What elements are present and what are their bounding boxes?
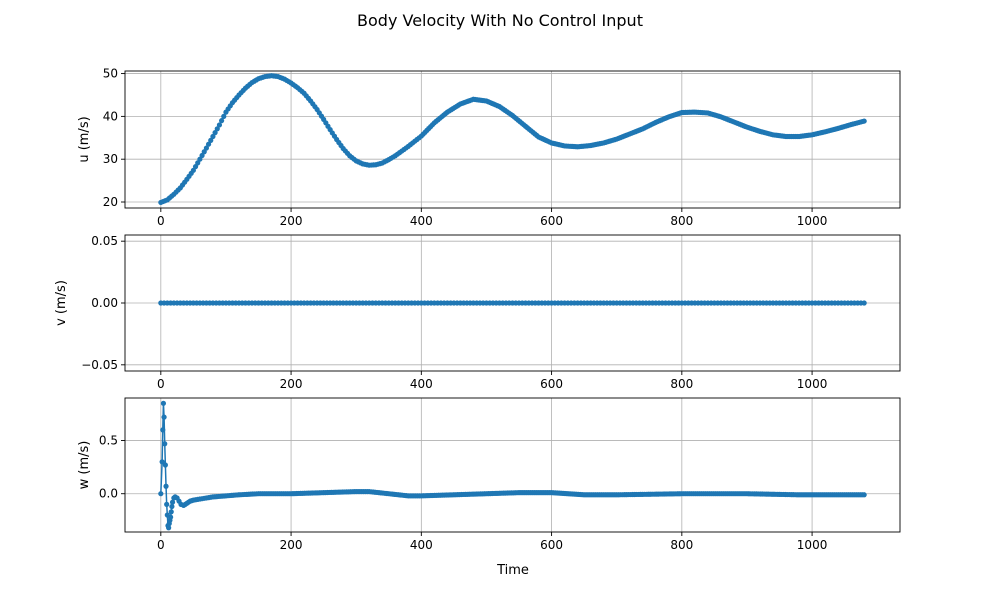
data-point bbox=[161, 414, 167, 420]
data-point bbox=[214, 126, 220, 132]
data-point bbox=[158, 491, 164, 497]
axes-frame bbox=[124, 70, 901, 209]
data-point bbox=[169, 499, 176, 505]
x-tick-label: 0 bbox=[157, 538, 165, 552]
data-point bbox=[169, 503, 175, 510]
subplot-1: 0 200 400 600 800 1000 20 30 40 50 u (m/s) bbox=[77, 67, 901, 228]
data-point bbox=[160, 427, 166, 433]
x-tick-label: 1000 bbox=[797, 538, 828, 552]
x-tick-label: 200 bbox=[280, 538, 303, 552]
y-axis-label: u (m/s) bbox=[77, 116, 92, 162]
data-point bbox=[219, 118, 225, 124]
x-tick-label: 0 bbox=[157, 377, 165, 391]
subplot-3: 0 200 400 600 800 1000 0.0 0.5 w (m/s) bbox=[77, 397, 901, 552]
data-point bbox=[162, 462, 168, 468]
x-axis-label: Time bbox=[496, 563, 529, 578]
data-point bbox=[212, 130, 218, 136]
x-tick-label: 800 bbox=[670, 538, 693, 552]
subplot-2: 0 200 400 600 800 1000 −0.05 0.00 0.05 v (m/s) bbox=[54, 234, 901, 391]
data-point bbox=[164, 501, 170, 507]
y-tick-label: 20 bbox=[103, 195, 118, 209]
y-tick-label: 30 bbox=[103, 152, 118, 166]
x-tick-label: 800 bbox=[670, 214, 693, 228]
data-point bbox=[163, 483, 169, 489]
data-point bbox=[160, 400, 167, 406]
data-point bbox=[167, 514, 174, 520]
x-tick-label: 400 bbox=[410, 214, 433, 228]
data-point bbox=[210, 133, 216, 140]
y-axis-label: v (m/s) bbox=[54, 280, 69, 326]
x-tick-label: 0 bbox=[157, 214, 165, 228]
y-tick-label: 0.0 bbox=[99, 487, 118, 501]
data-point bbox=[208, 137, 214, 143]
data-point bbox=[216, 122, 223, 128]
data-point bbox=[168, 509, 174, 515]
x-tick-label: 200 bbox=[280, 214, 303, 228]
x-tick-label: 600 bbox=[540, 214, 563, 228]
x-tick-label: 1000 bbox=[797, 214, 828, 228]
y-tick-label: 40 bbox=[103, 109, 118, 123]
x-tick-label: 400 bbox=[410, 377, 433, 391]
x-tick-label: 800 bbox=[670, 377, 693, 391]
y-axis-label: w (m/s) bbox=[77, 441, 92, 490]
data-point bbox=[166, 525, 172, 531]
x-tick-label: 600 bbox=[540, 538, 563, 552]
data-point bbox=[203, 145, 210, 151]
y-tick-label: −0.05 bbox=[81, 358, 118, 372]
x-tick-label: 400 bbox=[410, 538, 433, 552]
data-point bbox=[221, 113, 227, 119]
y-tick-label: 0.05 bbox=[91, 234, 118, 248]
data-point bbox=[861, 492, 867, 498]
figure-title: Body Velocity With No Control Input bbox=[357, 11, 643, 30]
x-tick-label: 1000 bbox=[797, 377, 828, 391]
y-tick-label: 0.5 bbox=[99, 434, 118, 448]
data-point bbox=[205, 141, 212, 147]
y-tick-label: 50 bbox=[103, 67, 118, 81]
x-tick-label: 200 bbox=[280, 377, 303, 391]
axes-frame bbox=[124, 397, 901, 533]
x-tick-label: 600 bbox=[540, 377, 563, 391]
data-point bbox=[861, 300, 867, 306]
data-point bbox=[861, 118, 867, 124]
data-point bbox=[162, 441, 168, 447]
y-tick-label: 0.00 bbox=[91, 296, 118, 310]
data-point bbox=[159, 459, 165, 465]
